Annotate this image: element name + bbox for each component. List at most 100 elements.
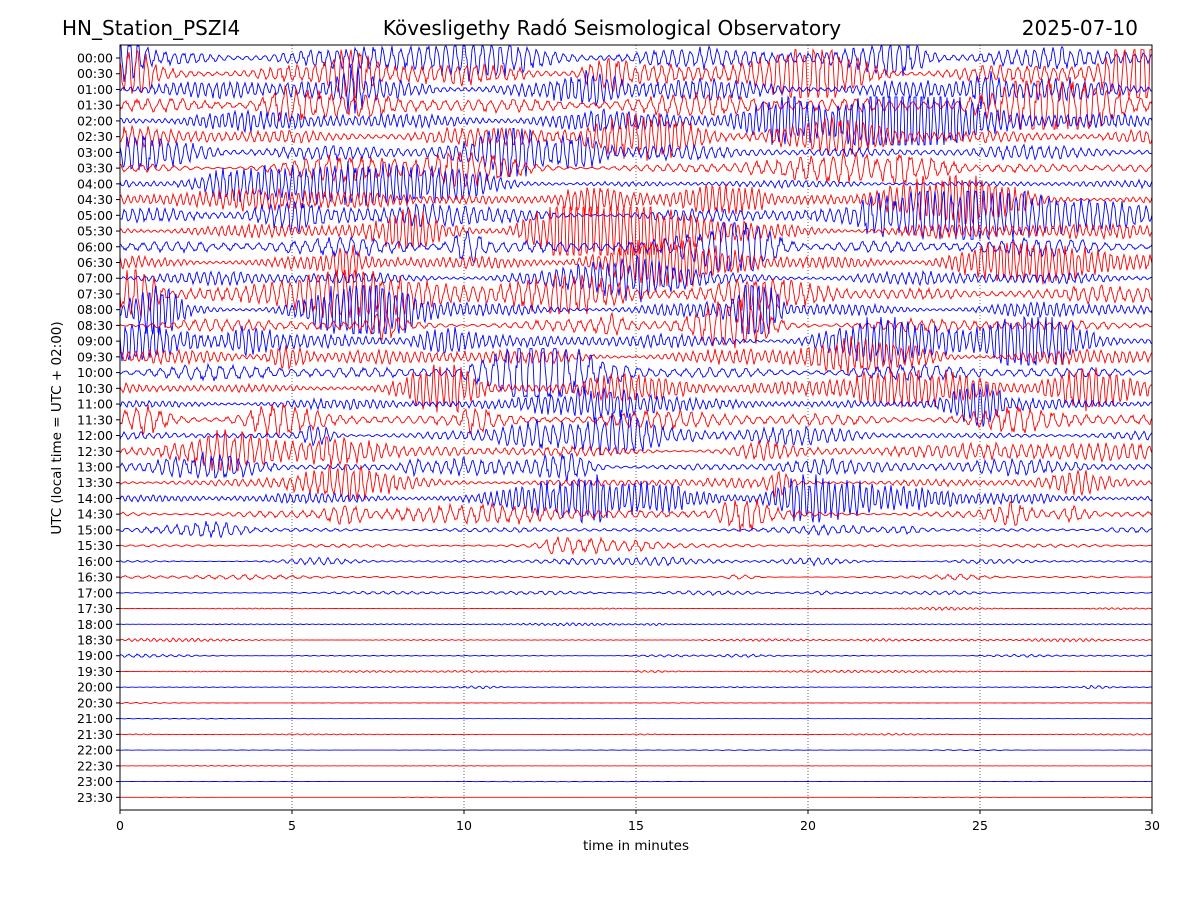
trace-19-00 bbox=[119, 653, 1153, 658]
y-tick-label: 06:00 bbox=[77, 239, 113, 254]
y-tick-label: 11:30 bbox=[77, 412, 113, 427]
x-tick-label: 0 bbox=[116, 818, 124, 833]
y-tick-label: 08:00 bbox=[77, 302, 113, 317]
x-axis-label: time in minutes bbox=[583, 838, 689, 854]
trace-18-00 bbox=[120, 622, 1152, 627]
y-tick-label: 22:00 bbox=[77, 743, 113, 758]
trace-16-30 bbox=[120, 573, 1152, 581]
y-tick-label: 14:00 bbox=[77, 491, 113, 506]
y-axis-label: UTC (local time = UTC + 02:00) bbox=[49, 321, 65, 534]
trace-06-00 bbox=[119, 222, 1153, 272]
y-tick-label: 04:30 bbox=[77, 192, 113, 207]
trace-09-00 bbox=[119, 315, 1153, 366]
y-tick-label: 20:30 bbox=[77, 695, 113, 710]
x-tick-label: 25 bbox=[972, 818, 988, 833]
y-tick-label: 18:30 bbox=[77, 633, 113, 648]
trace-07-30 bbox=[119, 268, 1153, 319]
trace-12-00 bbox=[119, 411, 1153, 456]
y-tick-label: 11:00 bbox=[77, 397, 113, 412]
trace-11-00 bbox=[119, 382, 1153, 427]
trace-06-30 bbox=[119, 238, 1153, 287]
trace-10-30 bbox=[119, 364, 1153, 414]
y-tick-label: 01:00 bbox=[77, 82, 113, 97]
y-tick-label: 02:30 bbox=[77, 129, 113, 144]
y-tick-label: 16:00 bbox=[77, 554, 113, 569]
trace-02-30 bbox=[119, 112, 1153, 161]
y-tick-label: 23:00 bbox=[77, 774, 113, 789]
trace-15-00 bbox=[120, 520, 1153, 539]
trace-17-00 bbox=[119, 590, 1153, 597]
y-tick-label: 07:30 bbox=[77, 286, 113, 301]
trace-17-30 bbox=[119, 606, 1153, 611]
trace-04-00 bbox=[119, 160, 1153, 207]
y-tick-label: 14:30 bbox=[77, 507, 113, 522]
trace-03-00 bbox=[119, 127, 1153, 177]
y-tick-label: 13:30 bbox=[77, 475, 113, 490]
y-tick-label: 10:30 bbox=[77, 381, 113, 396]
y-tick-label: 06:30 bbox=[77, 255, 113, 270]
trace-07-00 bbox=[119, 253, 1153, 303]
y-tick-label: 00:30 bbox=[77, 66, 113, 81]
trace-21-30 bbox=[119, 733, 1153, 736]
trace-14-00 bbox=[119, 474, 1153, 524]
y-tick-label: 09:30 bbox=[77, 349, 113, 364]
y-tick-label: 04:00 bbox=[77, 176, 113, 191]
y-tick-label: 19:00 bbox=[77, 648, 113, 663]
y-tick-label: 12:00 bbox=[77, 428, 113, 443]
y-tick-label: 03:00 bbox=[77, 145, 113, 160]
y-tick-label: 19:30 bbox=[77, 664, 113, 679]
y-tick-label: 18:00 bbox=[77, 617, 113, 632]
x-tick-label: 5 bbox=[288, 818, 296, 833]
trace-22-30 bbox=[120, 765, 1152, 767]
y-tick-label: 09:00 bbox=[77, 334, 113, 349]
y-tick-label: 23:30 bbox=[77, 790, 113, 805]
trace-13-00 bbox=[119, 451, 1153, 482]
x-tick-label: 15 bbox=[628, 818, 644, 833]
trace-10-00 bbox=[119, 348, 1152, 398]
y-tick-label: 15:00 bbox=[77, 522, 113, 537]
y-tick-label: 02:00 bbox=[77, 113, 113, 128]
trace-08-30 bbox=[119, 300, 1153, 349]
y-tick-label: 21:00 bbox=[77, 711, 113, 726]
y-tick-label: 13:00 bbox=[77, 459, 113, 474]
trace-13-30 bbox=[119, 463, 1153, 501]
trace-11-30 bbox=[119, 402, 1153, 438]
trace-18-30 bbox=[119, 637, 1153, 643]
x-tick-label: 20 bbox=[800, 818, 816, 833]
trace-00-30 bbox=[119, 48, 1152, 99]
trace-09-30 bbox=[119, 336, 1153, 376]
date-label: 2025-07-10 bbox=[1022, 16, 1138, 40]
y-axis-ticks: 00:0000:3001:0001:3002:0002:3003:0003:30… bbox=[77, 51, 120, 805]
trace-00-00 bbox=[120, 44, 1153, 83]
trace-20-00 bbox=[120, 684, 1152, 690]
plot-frame bbox=[119, 44, 1153, 811]
y-tick-label: 20:00 bbox=[77, 680, 113, 695]
y-tick-label: 05:00 bbox=[77, 208, 113, 223]
y-tick-label: 01:30 bbox=[77, 98, 113, 113]
trace-08-00 bbox=[119, 285, 1153, 336]
trace-22-00 bbox=[120, 749, 1152, 751]
trace-03-30 bbox=[119, 151, 1153, 187]
y-tick-label: 05:30 bbox=[77, 224, 113, 239]
y-tick-label: 17:00 bbox=[77, 585, 113, 600]
y-tick-label: 17:30 bbox=[77, 601, 113, 616]
trace-14-30 bbox=[119, 498, 1153, 533]
y-tick-label: 10:00 bbox=[77, 365, 113, 380]
x-axis-ticks: 0 5 10 15 20 25 30 bbox=[116, 810, 1160, 833]
station-name: HN_Station_PSZI4 bbox=[62, 16, 240, 40]
trace-04-30 bbox=[119, 174, 1153, 225]
y-tick-label: 03:30 bbox=[77, 161, 113, 176]
trace-12-30 bbox=[119, 429, 1153, 472]
trace-21-00 bbox=[119, 717, 1153, 720]
trace-05-30 bbox=[119, 205, 1153, 257]
trace-layer bbox=[119, 44, 1153, 798]
chart-title: Kövesligethy Radó Seismological Observat… bbox=[383, 16, 841, 40]
y-tick-label: 07:00 bbox=[77, 271, 113, 286]
y-tick-label: 00:00 bbox=[77, 51, 113, 66]
trace-15-30 bbox=[119, 536, 1153, 556]
y-tick-label: 12:30 bbox=[77, 444, 113, 459]
trace-16-00 bbox=[120, 556, 1153, 567]
trace-01-30 bbox=[119, 80, 1153, 130]
y-tick-label: 15:30 bbox=[77, 538, 113, 553]
